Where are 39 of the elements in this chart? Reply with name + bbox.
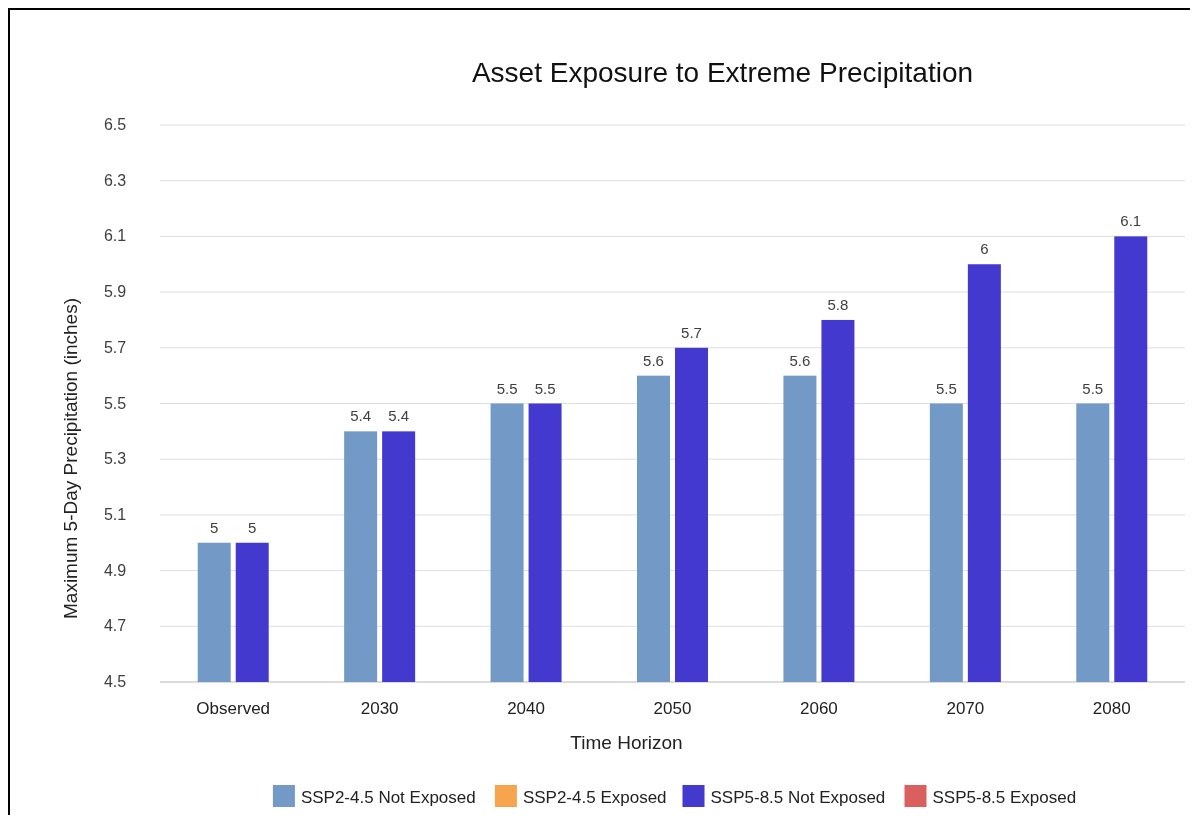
y-tick-label: 5.9 — [103, 283, 127, 301]
y-tick-label: 5.1 — [103, 505, 127, 523]
data-label: 5 — [210, 518, 219, 536]
x-tick-label: Observed — [196, 699, 271, 718]
data-label: 5.7 — [681, 323, 702, 341]
data-label: 5.5 — [496, 379, 518, 397]
legend-label: SSP2-4.5 Not Exposed — [300, 788, 476, 807]
y-tick-label: 5.3 — [103, 450, 127, 468]
legend-label: SSP2-4.5 Exposed — [522, 788, 667, 807]
x-tick-label: 2050 — [653, 699, 692, 718]
legend-label: SSP5-8.5 Exposed — [932, 788, 1077, 807]
x-tick-label: 2070 — [946, 699, 985, 718]
x-tick-label: 2030 — [360, 699, 399, 718]
y-tick-label: 6.1 — [103, 227, 127, 245]
data-label: 6.1 — [1120, 212, 1142, 230]
data-label: 5.8 — [827, 295, 849, 313]
x-tick-label: 2060 — [800, 699, 838, 718]
data-label: 5.4 — [350, 407, 372, 425]
data-label: 6 — [980, 240, 989, 258]
y-tick-label: 6.5 — [103, 116, 127, 133]
y-tick-label: 6.3 — [103, 171, 127, 189]
y-tick-label: 4.5 — [103, 673, 127, 690]
x-axis-title: Time Horizon — [570, 732, 683, 753]
data-label: 5.4 — [388, 407, 410, 425]
data-label: 5.5 — [935, 379, 957, 397]
y-tick-label: 4.9 — [103, 561, 127, 579]
data-label: 5.5 — [1082, 379, 1104, 397]
x-tick-label: 2040 — [507, 699, 545, 718]
data-label: 5 — [248, 518, 257, 536]
y-tick-label: 5.7 — [103, 338, 127, 356]
legend-label: SSP5-8.5 Not Exposed — [710, 788, 886, 807]
data-label: 5.6 — [789, 351, 811, 369]
data-label: 5.5 — [534, 379, 556, 397]
y-tick-label: 5.5 — [103, 394, 127, 412]
y-axis-title: Maximum 5-Day Precipitation (inches) — [60, 298, 81, 619]
chart-title: Asset Exposure to Extreme Precipitation — [471, 57, 974, 88]
x-tick-label: 2080 — [1092, 699, 1131, 718]
y-tick-label: 4.7 — [103, 617, 127, 635]
data-label: 5.6 — [643, 351, 664, 369]
